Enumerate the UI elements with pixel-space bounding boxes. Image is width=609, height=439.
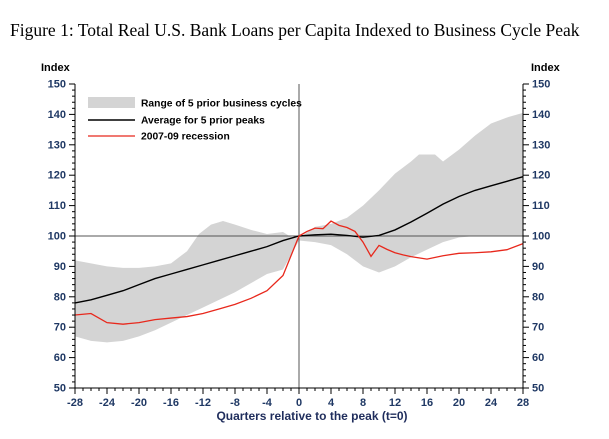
- svg-text:-20: -20: [131, 397, 147, 409]
- svg-text:50: 50: [532, 383, 544, 395]
- svg-text:90: 90: [54, 261, 66, 273]
- svg-text:110: 110: [532, 200, 550, 212]
- svg-text:Quarters relative to the peak: Quarters relative to the peak (t=0): [216, 409, 407, 423]
- svg-text:28: 28: [517, 397, 529, 409]
- svg-text:16: 16: [421, 397, 433, 409]
- svg-text:2007-09 recession: 2007-09 recession: [141, 132, 230, 143]
- svg-text:80: 80: [54, 291, 66, 303]
- svg-text:12: 12: [389, 397, 401, 409]
- svg-text:Range of 5 prior business cycl: Range of 5 prior business cycles: [141, 99, 302, 110]
- svg-text:4: 4: [328, 397, 335, 409]
- svg-text:-12: -12: [195, 397, 211, 409]
- svg-text:100: 100: [532, 231, 550, 243]
- svg-text:110: 110: [48, 200, 66, 212]
- svg-text:130: 130: [532, 139, 550, 151]
- svg-text:-16: -16: [163, 397, 179, 409]
- svg-text:-24: -24: [99, 397, 116, 409]
- svg-text:Average for 5 prior peaks: Average for 5 prior peaks: [141, 116, 265, 127]
- svg-text:50: 50: [54, 383, 66, 395]
- svg-text:70: 70: [532, 322, 544, 334]
- svg-text:Index: Index: [41, 62, 71, 74]
- svg-text:-28: -28: [67, 397, 83, 409]
- svg-text:-8: -8: [230, 397, 240, 409]
- svg-text:120: 120: [48, 170, 66, 182]
- svg-text:20: 20: [453, 397, 465, 409]
- svg-text:150: 150: [532, 79, 550, 91]
- svg-text:150: 150: [48, 79, 66, 91]
- svg-text:120: 120: [532, 170, 550, 182]
- svg-text:140: 140: [532, 109, 550, 121]
- svg-text:24: 24: [485, 397, 498, 409]
- svg-text:Index: Index: [531, 62, 561, 74]
- svg-text:60: 60: [54, 352, 66, 364]
- svg-text:60: 60: [532, 352, 544, 364]
- svg-text:90: 90: [532, 261, 544, 273]
- svg-text:100: 100: [48, 231, 66, 243]
- svg-text:8: 8: [360, 397, 366, 409]
- svg-text:-4: -4: [262, 397, 273, 409]
- svg-text:130: 130: [48, 139, 66, 151]
- svg-text:70: 70: [54, 322, 66, 334]
- svg-text:0: 0: [296, 397, 302, 409]
- svg-text:140: 140: [48, 109, 66, 121]
- svg-text:80: 80: [532, 291, 544, 303]
